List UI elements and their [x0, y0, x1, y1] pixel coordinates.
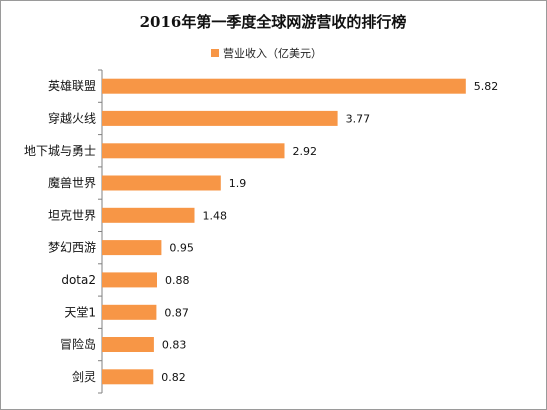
bar-6 [102, 272, 157, 288]
bar-2 [102, 143, 285, 159]
value-label-8: 0.83 [162, 339, 187, 352]
value-label-1: 3.77 [346, 112, 371, 125]
bar-8 [102, 337, 154, 352]
category-label-1: 穿越火线 [48, 110, 96, 125]
value-label-6: 0.88 [165, 274, 190, 287]
value-label-4: 1.48 [203, 209, 228, 222]
bar-0 [102, 78, 466, 94]
chart-title: 2016年第一季度全球网游营收的排行榜 [140, 13, 407, 31]
category-label-2: 地下城与勇士 [24, 144, 96, 158]
bar-5 [102, 240, 162, 256]
category-label-0: 英雄联盟 [48, 78, 96, 93]
category-label-5: 梦幻西游 [48, 241, 96, 255]
value-label-0: 5.82 [474, 80, 499, 93]
category-label-7: 天堂1 [64, 305, 96, 319]
category-label-6: dota2 [61, 273, 96, 287]
value-label-9: 0.82 [161, 371, 186, 384]
legend-swatch [211, 49, 219, 57]
value-label-2: 2.92 [293, 145, 318, 158]
category-label-3: 魔兽世界 [48, 175, 96, 190]
category-label-4: 坦克世界 [48, 208, 96, 222]
value-labels: 5.82 3.77 2.92 1.9 1.48 0.95 0.88 0.87 0.83 0.82 [161, 80, 498, 384]
bar-7 [102, 304, 157, 320]
bar-3 [102, 175, 221, 191]
bar-9 [102, 369, 154, 385]
value-label-7: 0.87 [164, 306, 189, 319]
bars-layer [98, 69, 466, 394]
value-label-5: 0.95 [169, 242, 194, 255]
legend: 营业收入（亿美元） [211, 46, 322, 60]
legend-label: 营业收入（亿美元） [223, 46, 322, 60]
bar-1 [102, 110, 338, 126]
category-label-9: 剑灵 [72, 369, 96, 384]
bar-4 [102, 207, 195, 223]
value-label-3: 1.9 [229, 177, 247, 190]
category-label-8: 冒险岛 [60, 337, 96, 352]
